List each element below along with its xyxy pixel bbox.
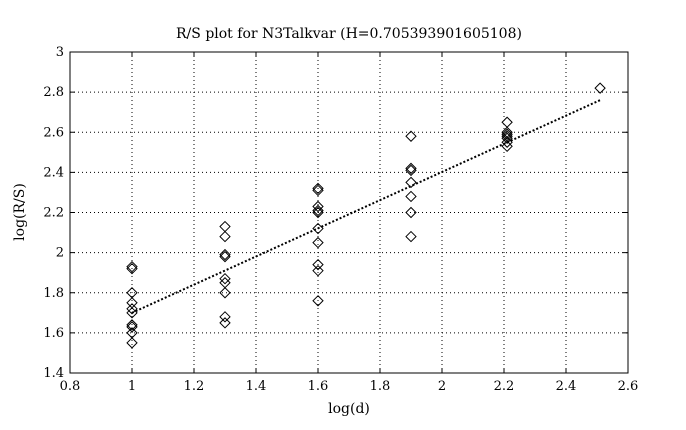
- y-tick-label: 3: [56, 45, 64, 60]
- data-point: [312, 204, 324, 217]
- data-point: [501, 128, 513, 140]
- y-tick-label: 1.8: [43, 286, 64, 301]
- data-point: [312, 258, 324, 271]
- data-point: [405, 164, 417, 177]
- data-point: [405, 206, 417, 219]
- data-point: [312, 236, 324, 249]
- data-point: [126, 337, 138, 349]
- data-point: [501, 116, 513, 128]
- data-point: [312, 184, 324, 197]
- data-point: [594, 82, 606, 94]
- x-tick-label: 2.6: [618, 379, 639, 394]
- fit-line: [131, 99, 601, 314]
- data-point: [312, 295, 324, 307]
- data-point: [126, 303, 138, 315]
- y-tick-label: 2.6: [43, 125, 64, 140]
- data-point: [405, 130, 417, 142]
- data-point: [405, 162, 417, 175]
- plot-frame: [69, 51, 629, 374]
- x-tick-label: 1.6: [308, 379, 329, 394]
- data-point: [501, 136, 513, 148]
- data-point: [405, 190, 417, 203]
- data-point: [126, 262, 138, 275]
- x-tick-label: 1.8: [370, 379, 391, 394]
- y-tick-label: 1.4: [43, 366, 64, 381]
- y-tick-label: 2: [56, 246, 64, 261]
- grid-layer: [70, 52, 628, 373]
- x-tick-label: 2: [438, 379, 446, 394]
- data-point: [219, 230, 231, 243]
- y-axis-label: log(R/S): [12, 183, 28, 241]
- y-tick-label: 2.2: [43, 206, 64, 221]
- data-point: [219, 317, 231, 329]
- y-tick-label: 2.4: [43, 165, 64, 180]
- data-point: [312, 222, 324, 235]
- x-tick-label: 1.2: [184, 379, 205, 394]
- data-point: [219, 287, 231, 299]
- data-point: [126, 319, 138, 331]
- data-point: [312, 200, 324, 213]
- x-axis-label: log(d): [328, 401, 370, 417]
- data-point: [219, 248, 231, 261]
- data-point: [312, 182, 324, 195]
- tick-layer: 0.8 1 1.2 1.4 1.6 1.8 2 2.2 2.4 2.6 1.4 1.6 1.8 2 2.2 2…: [43, 45, 638, 394]
- data-point: [219, 311, 231, 323]
- data-point: [405, 176, 417, 189]
- data-point: [219, 277, 231, 289]
- x-tick-label: 1.4: [246, 379, 267, 394]
- data-points-layer: [126, 82, 606, 349]
- chart-title: R/S plot for N3Talkvar (H=0.705393901605…: [176, 26, 522, 42]
- x-tick-label: 2.2: [494, 379, 515, 394]
- y-tick-label: 2.8: [43, 85, 64, 100]
- data-point: [405, 230, 417, 243]
- data-point: [219, 250, 231, 263]
- data-point: [312, 264, 324, 277]
- x-tick-label: 1: [128, 379, 136, 394]
- data-point: [126, 307, 138, 319]
- x-tick-label: 0.8: [60, 379, 81, 394]
- data-point: [126, 297, 138, 309]
- data-point: [126, 321, 138, 333]
- data-point: [126, 260, 138, 273]
- fit-line-layer: [131, 99, 601, 314]
- x-tick-label: 2.4: [556, 379, 577, 394]
- data-point: [219, 272, 231, 285]
- data-point: [501, 140, 513, 153]
- data-point: [219, 220, 231, 233]
- data-point: [312, 206, 324, 219]
- y-tick-label: 1.6: [43, 326, 64, 341]
- data-point: [501, 132, 513, 144]
